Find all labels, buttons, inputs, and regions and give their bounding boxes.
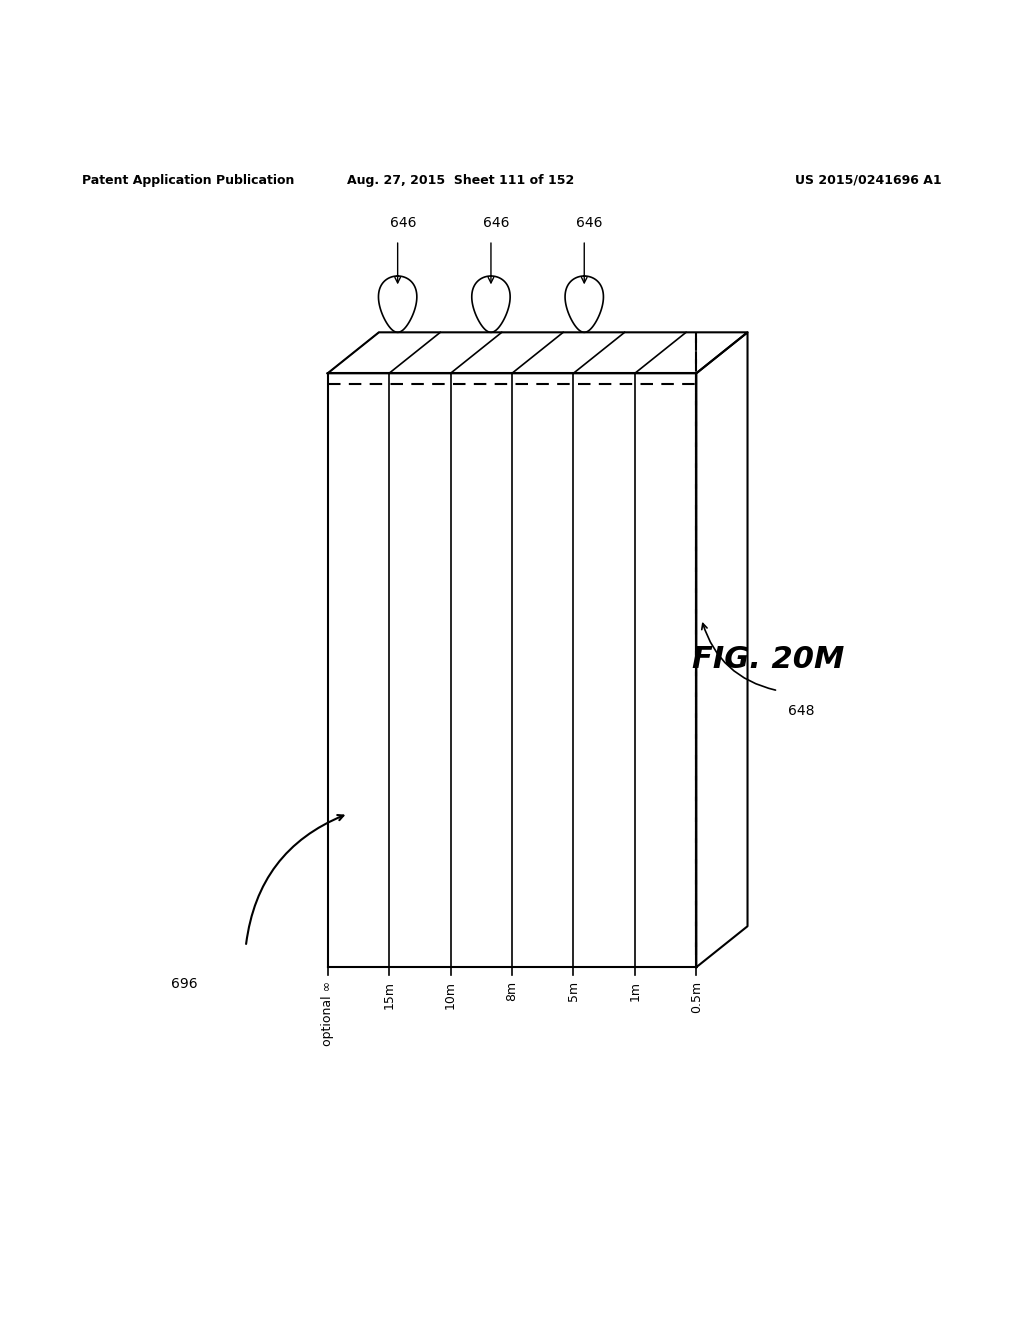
Text: Aug. 27, 2015  Sheet 111 of 152: Aug. 27, 2015 Sheet 111 of 152 bbox=[347, 174, 574, 186]
Text: 648: 648 bbox=[788, 704, 815, 718]
Text: 646: 646 bbox=[483, 216, 509, 230]
Text: US 2015/0241696 A1: US 2015/0241696 A1 bbox=[796, 174, 942, 186]
Text: Patent Application Publication: Patent Application Publication bbox=[82, 174, 294, 186]
Text: 696: 696 bbox=[171, 977, 198, 991]
Text: FIG. 20M: FIG. 20M bbox=[692, 645, 844, 675]
Text: optional ∞: optional ∞ bbox=[322, 981, 334, 1045]
Text: 0.5m: 0.5m bbox=[690, 981, 702, 1012]
Text: 1m: 1m bbox=[629, 981, 641, 1001]
Text: 646: 646 bbox=[577, 216, 602, 230]
Text: 5m: 5m bbox=[567, 981, 580, 1001]
Text: 15m: 15m bbox=[383, 981, 395, 1008]
Text: 8m: 8m bbox=[506, 981, 518, 1001]
Text: 646: 646 bbox=[389, 216, 416, 230]
Text: 10m: 10m bbox=[444, 981, 457, 1008]
